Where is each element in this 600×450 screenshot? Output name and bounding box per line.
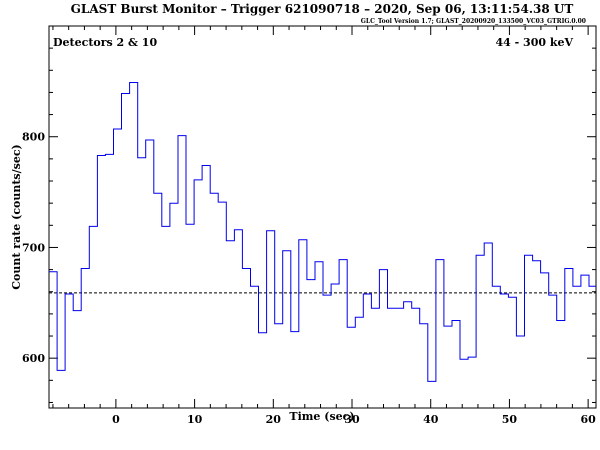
x-axis-label: Time (sec) <box>289 410 354 423</box>
detectors-annotation: Detectors 2 & 10 <box>53 36 157 49</box>
y-tick-label: 600 <box>22 352 45 365</box>
tick-labels: 0 10 20 30 40 50 60 600 700 800 <box>22 131 596 426</box>
x-tick-label: 20 <box>266 413 282 426</box>
energy-range-annotation: 44 - 300 keV <box>496 36 574 49</box>
chart-title: GLAST Burst Monitor – Trigger 621090718 … <box>71 2 574 16</box>
axis-ticks <box>49 25 596 408</box>
x-tick-label: 40 <box>423 413 439 426</box>
x-tick-label: 0 <box>112 413 120 426</box>
y-axis-label: Count rate (counts/sec) <box>10 144 23 289</box>
chart-subtitle: GLC_Tool Version 1.7; GLAST_20200920_133… <box>361 18 586 25</box>
x-tick-label: 30 <box>344 413 360 426</box>
x-tick-label: 10 <box>187 413 203 426</box>
plot-frame <box>48 25 597 409</box>
y-tick-label: 800 <box>22 131 45 144</box>
series-count-rate <box>49 82 596 382</box>
y-tick-label: 700 <box>22 241 45 254</box>
x-tick-label: 60 <box>580 413 596 426</box>
x-tick-label: 50 <box>502 413 518 426</box>
count-rate-step-line <box>49 82 596 382</box>
